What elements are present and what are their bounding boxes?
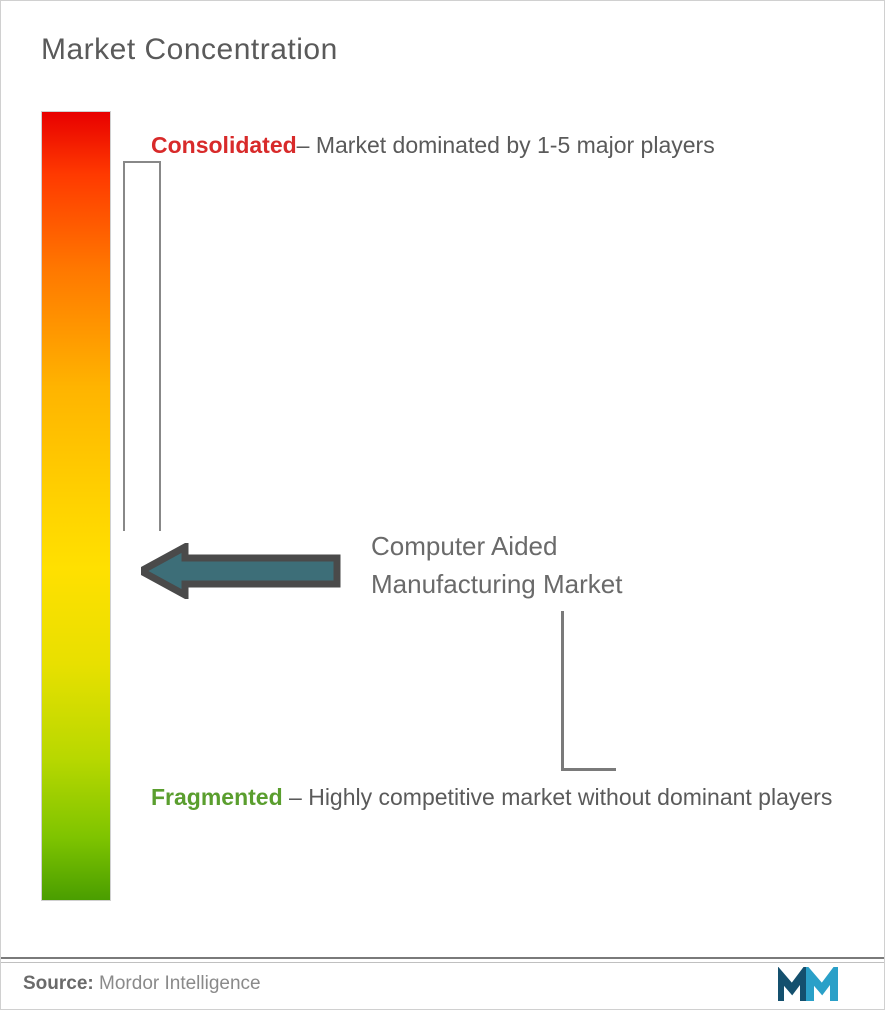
footer: Source: Mordor Intelligence [1, 957, 884, 1009]
source-value: Mordor Intelligence [94, 973, 261, 994]
market-name-label: Computer Aided Manufacturing Market [371, 528, 622, 603]
market-position-arrow [141, 543, 341, 604]
market-name-line1: Computer Aided [371, 528, 622, 566]
source-attribution: Source: Mordor Intelligence [23, 973, 261, 995]
market-name-line2: Manufacturing Market [371, 566, 622, 604]
consolidated-bracket [123, 161, 163, 531]
consolidated-description: – Market dominated by 1-5 major players [297, 132, 715, 158]
page-title: Market Concentration [41, 33, 338, 67]
fragmented-label: Fragmented – Highly competitive market w… [151, 771, 844, 824]
mordor-logo-icon [778, 967, 856, 1008]
source-label: Source: [23, 973, 94, 994]
fragmented-bracket [561, 611, 621, 771]
consolidated-label: Consolidated– Market dominated by 1-5 ma… [151, 119, 844, 172]
fragmented-description: – Highly competitive market without domi… [283, 784, 833, 810]
concentration-gradient-bar [41, 111, 111, 901]
consolidated-keyword: Consolidated [151, 132, 297, 158]
fragmented-keyword: Fragmented [151, 784, 283, 810]
